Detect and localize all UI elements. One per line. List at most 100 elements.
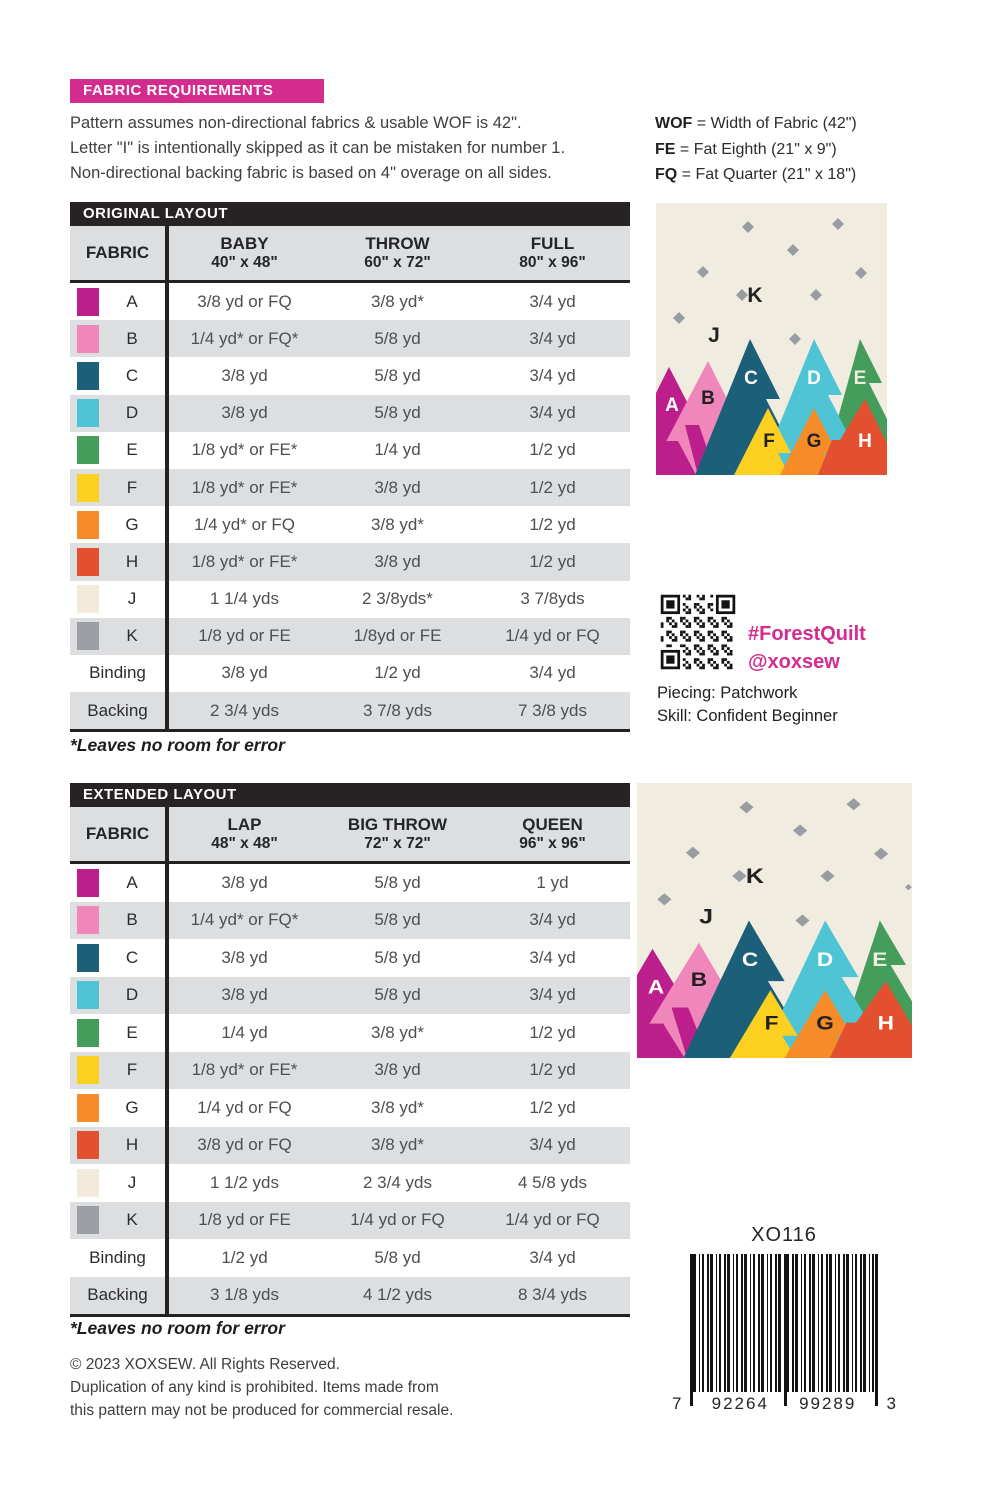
original-footnote: *Leaves no room for error	[70, 735, 285, 755]
yardage-cell: 5/8 yd	[374, 328, 421, 348]
fabric-swatch	[77, 1056, 99, 1085]
fabric-row-a: A 3/8 yd or FQ 3/8 yd* 3/4 yd	[70, 283, 630, 321]
fabric-swatch	[77, 510, 99, 539]
legend-term: FE	[655, 140, 676, 158]
fabric-label: Binding	[89, 663, 146, 683]
yardage-cell: 3 7/8 yds	[363, 700, 432, 720]
fabric-label: F	[126, 477, 138, 497]
fabric-label: D	[125, 985, 139, 1005]
quilt-label-k: K	[747, 284, 762, 307]
skill-text: Skill: Confident Beginner	[657, 707, 838, 725]
fabric-row-c: C 3/8 yd 5/8 yd 3/4 yd	[70, 939, 630, 977]
fabric-label-cell: Binding	[70, 655, 165, 692]
table-header-row: FABRIC BABY 40" x 48" THROW 60" x 72" FULL 80"…	[70, 226, 630, 283]
barcode-guard	[875, 1254, 878, 1406]
fabric-swatch	[77, 399, 99, 428]
yardage-cell: 3/4 yd	[529, 1135, 576, 1155]
extended-layout-table: EXTENDED LAYOUT FABRIC LAP 48" x 48" BIG THR…	[70, 783, 630, 1317]
fabric-row-c: C 3/8 yd 5/8 yd 3/4 yd	[70, 357, 630, 395]
yardage-cell: 3/4 yd	[529, 910, 576, 930]
yardage-cell: 1/2 yd	[165, 1239, 320, 1277]
yardage-cell: 1/8 yd* or FE*	[165, 1051, 320, 1089]
fabric-label: E	[126, 440, 138, 460]
quilt-illustration-extended: K J A B C D E F G H	[637, 783, 912, 1058]
fabric-row-b: B 1/4 yd* or FQ* 5/8 yd 3/4 yd	[70, 901, 630, 939]
mountain-h	[829, 981, 912, 1058]
yardage-cell: 3/8 yd*	[371, 291, 424, 311]
quilt-label-h: H	[858, 431, 872, 452]
yardage-cell: 3/8 yd	[374, 551, 421, 571]
fabric-row-b: B 1/4 yd* or FQ* 5/8 yd 3/4 yd	[70, 320, 630, 358]
yardage-cell: 3/4 yd	[529, 1247, 576, 1267]
yardage-cell: 1/4 yd or FQ	[350, 1210, 445, 1230]
yardage-cell: 1/2 yd	[529, 551, 576, 571]
fabric-label: H	[125, 551, 139, 571]
yardage-cell: 1/8 yd or FE	[165, 1201, 320, 1239]
fabric-label-cell: A	[70, 283, 165, 320]
copyright-line: this pattern may not be produced for com…	[70, 1402, 454, 1419]
fabric-row-h: H 1/8 yd* or FE* 3/8 yd 1/2 yd	[70, 543, 630, 581]
fabric-label-cell: J	[70, 581, 165, 618]
yardage-cell: 3/8 yd	[165, 654, 320, 693]
quilt-label-f: F	[765, 1013, 779, 1034]
fabric-label: G	[125, 514, 139, 534]
fabric-label-cell: D	[70, 977, 165, 1015]
size-name: BIG THROW	[347, 815, 448, 834]
yardage-cell: 3/8 yd	[374, 477, 421, 497]
fabric-row-f: F 1/8 yd* or FE* 3/8 yd 1/2 yd	[70, 468, 630, 507]
qr-code	[658, 592, 738, 672]
yardage-cell: 3/4 yd	[529, 328, 576, 348]
yardage-cell: 3/4 yd	[529, 663, 576, 683]
fabric-label: D	[125, 403, 139, 423]
fabric-row-k: K 1/8 yd or FE 1/8yd or FE 1/4 yd or FQ	[70, 617, 630, 655]
fabric-swatch	[77, 324, 99, 353]
yardage-cell: 5/8 yd	[374, 872, 421, 892]
yardage-cell: 3/4 yd	[529, 403, 576, 423]
yardage-cell: 1/2 yd	[529, 1097, 576, 1117]
fabric-label: J	[127, 589, 137, 609]
yardage-cell: 1/2 yd	[529, 1022, 576, 1042]
yardage-cell: 4 1/2 yds	[363, 1285, 432, 1305]
fabric-label-cell: C	[70, 939, 165, 977]
fabric-row-h: H 3/8 yd or FQ 3/8 yd* 3/4 yd	[70, 1126, 630, 1165]
fabric-column-header: FABRIC	[85, 824, 150, 843]
yardage-cell: 2 3/8yds*	[362, 589, 433, 609]
intro-text: Pattern assumes non-directional fabrics …	[70, 111, 565, 186]
yardage-cell: 1/4 yd or FQ	[505, 626, 600, 646]
yardage-cell: 1/4 yd or FQ	[165, 1089, 320, 1127]
legend-term: WOF	[655, 115, 693, 132]
barcode-digit-group: 99289	[799, 1394, 857, 1413]
barcode-guard	[784, 1254, 787, 1406]
mountain-g	[784, 990, 853, 1058]
fabric-row-f: F 1/8 yd* or FE* 3/8 yd 1/2 yd	[70, 1051, 630, 1089]
fabric-label-cell: H	[70, 1127, 165, 1165]
fabric-row-e: E 1/8 yd* or FE* 1/4 yd 1/2 yd	[70, 431, 630, 469]
quilt-label-b: B	[701, 388, 715, 409]
quilt-label-g: G	[807, 431, 822, 452]
fabric-swatch	[77, 981, 99, 1010]
quilt-label-e: E	[872, 950, 887, 971]
fabric-row-j: J 1 1/2 yds 2 3/4 yds 4 5/8 yds	[70, 1164, 630, 1202]
size-column-header: QUEEN 96" x 96"	[475, 807, 630, 861]
size-dimensions: 72" x 72"	[364, 835, 431, 852]
yardage-cell: 3/8 yd or FQ	[165, 283, 320, 321]
legend-entry: FQ = Fat Quarter (21" x 18")	[655, 162, 857, 188]
fabric-label-cell: Backing	[70, 692, 165, 729]
yardage-cell: 1/8 yd* or FE*	[165, 468, 320, 507]
extended-footnote: *Leaves no room for error	[70, 1318, 285, 1338]
handle-text: @xoxsew	[748, 651, 840, 673]
copyright-text: © 2023 XOXSEW. All Rights Reserved. Dupl…	[70, 1353, 453, 1422]
size-name: BABY	[220, 234, 269, 253]
diamond-pattern	[673, 218, 867, 345]
barcode-digits: 7 92264 99289 3	[672, 1394, 896, 1414]
size-name: LAP	[227, 815, 262, 834]
fabric-swatch	[77, 361, 99, 390]
fabric-label: A	[126, 872, 138, 892]
fabric-swatch	[77, 622, 99, 651]
yardage-cell: 3/4 yd	[529, 985, 576, 1005]
yardage-cell: 3/8 yd	[165, 864, 320, 902]
yardage-cell: 1 1/2 yds	[165, 1164, 320, 1202]
yardage-cell: 1/4 yd	[165, 1014, 320, 1052]
fabric-label-cell: Backing	[70, 1277, 165, 1315]
